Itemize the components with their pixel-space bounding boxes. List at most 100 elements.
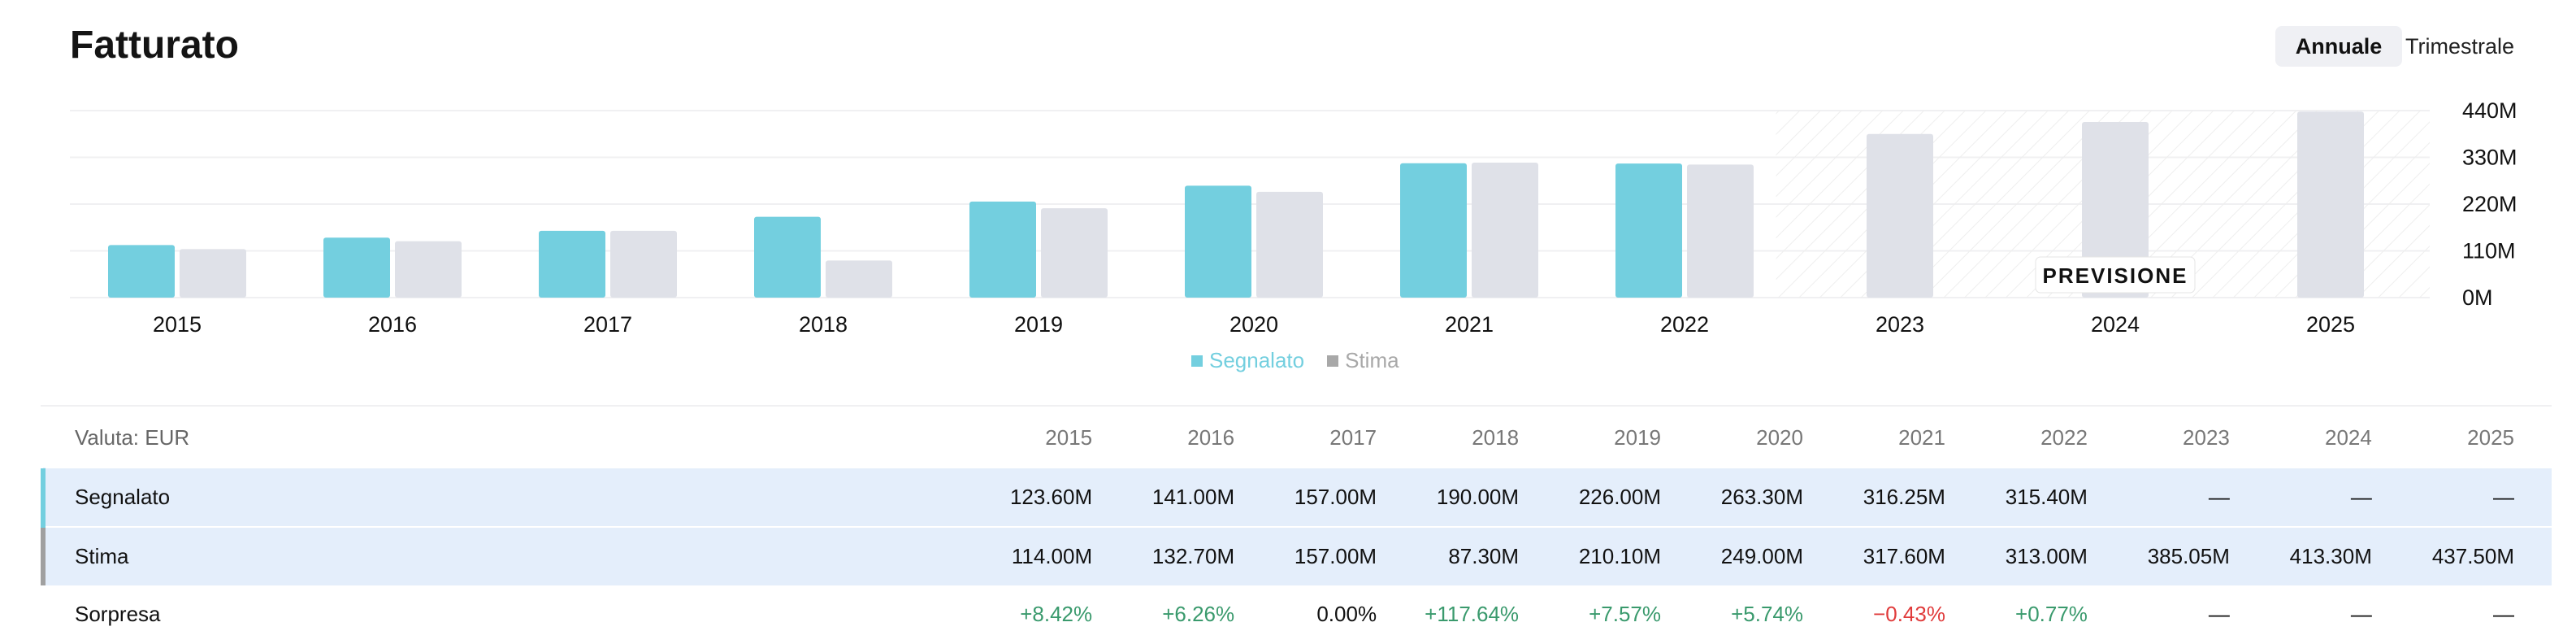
y-tick-label: 440M: [2462, 98, 2517, 123]
table-cell: —: [2124, 467, 2267, 527]
chart-legend: Segnalato Stima: [1191, 348, 1399, 373]
bar-estimate-2025[interactable]: [2297, 111, 2364, 298]
bar-estimate-2017[interactable]: [610, 230, 677, 298]
table-cell: +0.77%: [2015, 602, 2088, 626]
legend-label-reported: Segnalato: [1209, 348, 1305, 372]
toggle-annual-button[interactable]: Annuale: [2275, 26, 2402, 67]
table-cell: 315.40M: [1982, 467, 2125, 527]
toggle-quarterly-button[interactable]: Trimestrale: [2405, 33, 2514, 59]
row-surprise-label: Sorpresa: [75, 602, 161, 626]
table-cell: 114.00M: [987, 526, 1130, 585]
table-cell: —: [2208, 602, 2230, 626]
bar-estimate-2015[interactable]: [180, 249, 246, 298]
x-tick-label: 2020: [1229, 312, 1278, 337]
column-header-year: 2023: [2183, 425, 2230, 450]
bar-estimate-2022[interactable]: [1687, 164, 1754, 298]
column-header-year: 2025: [2467, 425, 2514, 450]
bar-estimate-2023[interactable]: [1867, 133, 1933, 298]
column-header-year: 2015: [1045, 425, 1093, 450]
table-cell: 263.30M: [1698, 467, 1841, 527]
table-cell: +7.57%: [1589, 602, 1662, 626]
column-header-year: 2020: [1756, 425, 1803, 450]
bar-reported-2017[interactable]: [539, 230, 605, 298]
bar-reported-2020[interactable]: [1185, 185, 1251, 298]
legend-label-estimate: Stima: [1345, 348, 1399, 372]
table-cell: —: [2493, 602, 2514, 626]
column-header-year: 2017: [1329, 425, 1377, 450]
table-cell: 87.30M: [1414, 526, 1557, 585]
table-cell: 190.00M: [1414, 467, 1557, 527]
x-tick-label: 2023: [1876, 312, 1924, 337]
x-tick-label: 2021: [1445, 312, 1494, 337]
table-cell: +5.74%: [1731, 602, 1803, 626]
bar-estimate-2020[interactable]: [1256, 191, 1323, 298]
row-reported[interactable]: Segnalato 123.60M 141.00M 157.00M 190.00M 226…: [40, 467, 2552, 527]
table-cell: 317.60M: [1840, 526, 1983, 585]
bar-estimate-2019[interactable]: [1041, 208, 1108, 298]
table-cell: 157.00M: [1272, 526, 1415, 585]
table-cell: 313.00M: [1982, 526, 2125, 585]
bar-reported-2016[interactable]: [323, 237, 390, 298]
x-tick-label: 2017: [583, 312, 632, 337]
table-cell: 0.00%: [1316, 602, 1377, 626]
bar-estimate-2024[interactable]: [2082, 121, 2149, 298]
bar-reported-2022[interactable]: [1615, 163, 1682, 298]
forecast-label: PREVISIONE: [2043, 263, 2188, 288]
bar-reported-2015[interactable]: [108, 245, 175, 298]
y-tick-label: 110M: [2462, 239, 2516, 263]
y-tick-label: 220M: [2462, 192, 2517, 216]
bar-estimate-2018[interactable]: [826, 260, 892, 298]
x-tick-label: 2019: [1014, 312, 1063, 337]
column-header-year: 2024: [2325, 425, 2372, 450]
row-reported-label: Segnalato: [40, 467, 988, 527]
table-cell: 123.60M: [987, 467, 1130, 527]
table-cell: 226.00M: [1556, 467, 1699, 527]
table-cell: 141.00M: [1130, 467, 1273, 527]
x-tick-label: 2015: [153, 312, 202, 337]
table-cell: 316.25M: [1840, 467, 1983, 527]
table-cell: —: [2266, 467, 2409, 527]
table-cell: 249.00M: [1698, 526, 1841, 585]
y-tick-label: 0M: [2462, 285, 2493, 310]
table-cell: 385.05M: [2124, 526, 2267, 585]
table-cell: +6.26%: [1162, 602, 1235, 626]
x-tick-label: 2024: [2091, 312, 2140, 337]
table-cell: −0.43%: [1873, 602, 1945, 626]
row-estimate[interactable]: Stima 114.00M 132.70M 157.00M 87.30M 210.10M 2…: [40, 526, 2552, 585]
table-cell: +117.64%: [1425, 602, 1520, 626]
legend-item-reported[interactable]: Segnalato: [1191, 348, 1304, 373]
row-estimate-label: Stima: [40, 526, 988, 585]
legend-swatch-reported: [1191, 355, 1203, 367]
divider: [41, 405, 2552, 407]
column-header-year: 2021: [1898, 425, 1945, 450]
bar-estimate-2021[interactable]: [1472, 162, 1538, 298]
column-header-year: 2022: [2040, 425, 2088, 450]
table-cell: 210.10M: [1556, 526, 1699, 585]
column-header-year: 2018: [1472, 425, 1520, 450]
bar-reported-2019[interactable]: [969, 201, 1036, 298]
y-tick-label: 330M: [2462, 146, 2517, 170]
bar-reported-2021[interactable]: [1400, 163, 1467, 298]
bar-estimate-2016[interactable]: [395, 241, 462, 298]
legend-item-estimate[interactable]: Stima: [1327, 348, 1399, 373]
table-cell: +8.42%: [1020, 602, 1093, 626]
table-cell: 437.50M: [2409, 526, 2552, 585]
row-surprise[interactable]: Sorpresa +8.42% +6.26% 0.00% +117.64% +7.57% +…: [43, 585, 2552, 643]
currency-label: Valuta: EUR: [75, 425, 190, 450]
x-tick-label: 2016: [368, 312, 417, 337]
column-header-year: 2019: [1614, 425, 1662, 450]
revenue-chart: 2015 2016 2017 2018 2019 2020 2021 2022 2023 2024…: [70, 98, 2517, 337]
table-cell: 132.70M: [1130, 526, 1273, 585]
page-title: Fatturato: [70, 24, 239, 67]
table-cell: —: [2350, 602, 2372, 626]
revenue-table: Valuta: EUR 2015 2016 2017 2018 2019 2020 2021 2…: [40, 409, 2552, 643]
table-header-row: Valuta: EUR 2015 2016 2017 2018 2019 2020 2021 2…: [43, 409, 2552, 468]
bar-reported-2018[interactable]: [754, 216, 821, 298]
x-tick-label: 2022: [1660, 312, 1709, 337]
column-header-year: 2016: [1187, 425, 1235, 450]
table-cell: 413.30M: [2266, 526, 2409, 585]
x-tick-label: 2018: [799, 312, 848, 337]
legend-swatch-estimate: [1327, 355, 1339, 367]
x-tick-label: 2025: [2306, 312, 2355, 337]
table-cell: 157.00M: [1272, 467, 1415, 527]
